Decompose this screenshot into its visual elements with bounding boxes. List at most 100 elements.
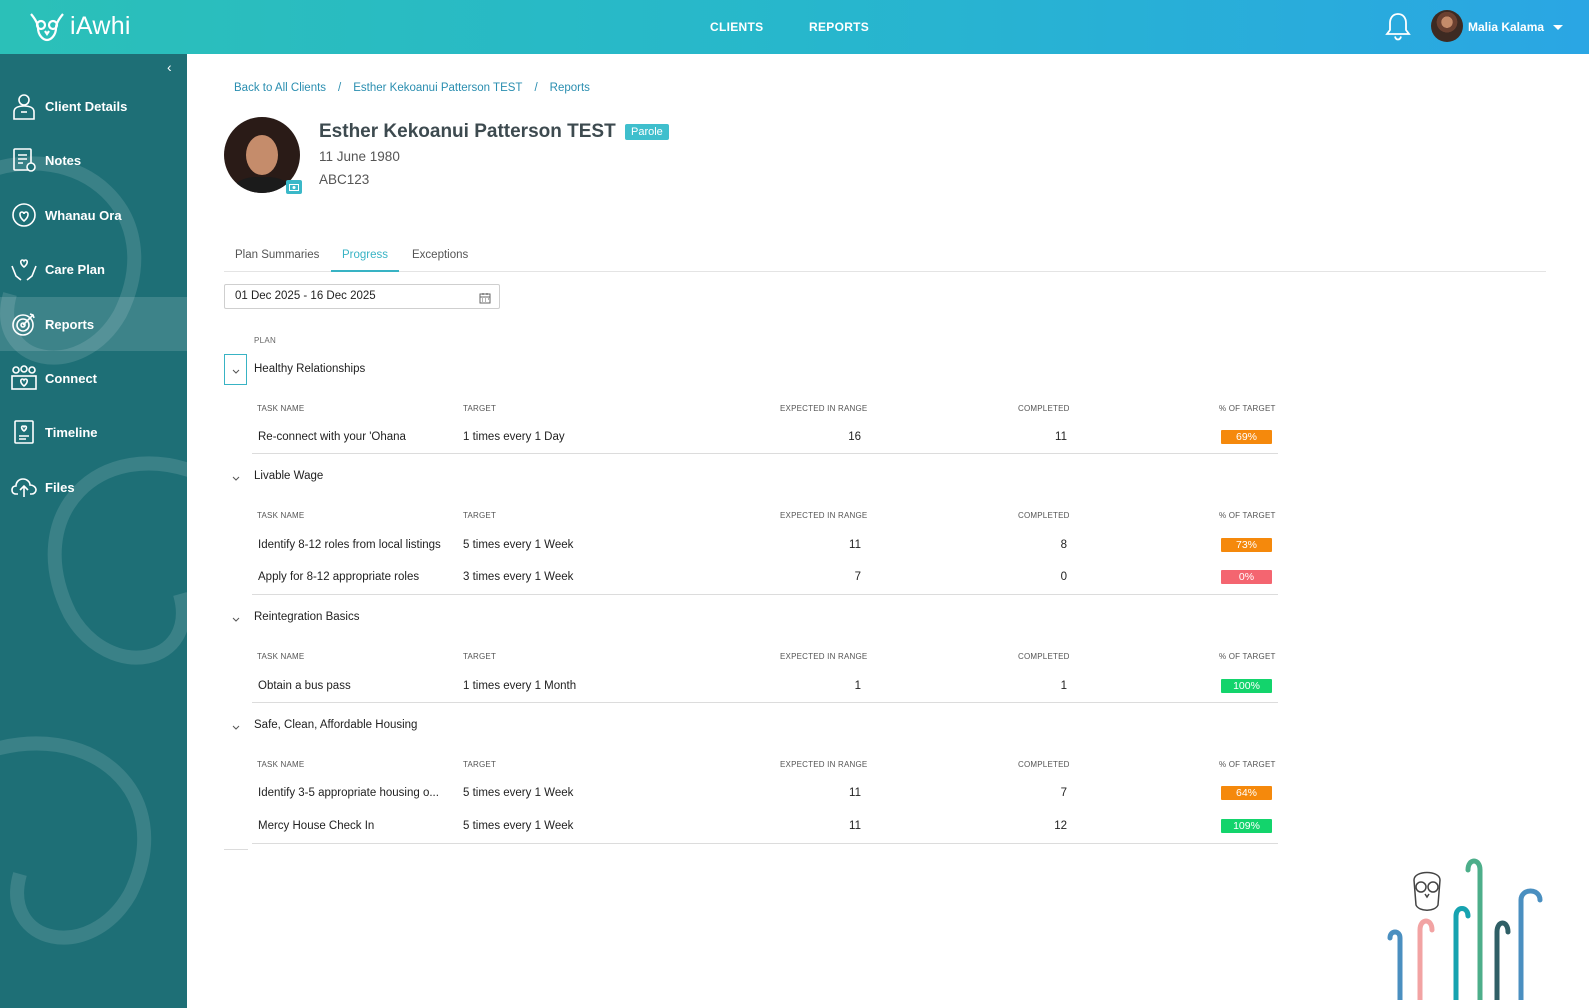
report-tabs: Plan Summaries Progress Exceptions [224,240,1546,272]
sidebar-item-label: Care Plan [45,261,105,277]
user-menu[interactable]: Malia Kalama [1468,0,1564,54]
camera-icon[interactable] [286,180,302,194]
row-divider [224,849,248,850]
collapse-sidebar-icon[interactable]: ‹ [167,59,172,75]
notifications-bell-icon[interactable] [1385,11,1411,46]
sidebar-item-label: Reports [45,316,95,332]
notes-icon [10,146,38,174]
sidebar-item-label: Whanau Ora [45,207,122,223]
care-plan-icon [10,255,38,283]
app-logo[interactable]: iAwhi [28,10,131,42]
breadcrumb-separator: / [338,82,342,94]
task-expected: 11 [849,539,861,551]
plan-expand-toggle[interactable] [224,461,247,492]
col-header-pct: % OF TARGET [1219,404,1276,413]
task-expected: 1 [854,680,861,692]
pct-of-target-badge: 73% [1221,538,1272,552]
col-header-target: TARGET [463,652,497,661]
pct-of-target-badge: 0% [1221,570,1272,584]
top-bar: iAwhi CLIENTS REPORTS Malia Kalama [0,0,1589,54]
row-divider [252,843,1278,844]
sidebar-item-reports[interactable]: Reports [0,297,187,351]
breadcrumb-back-to-all-clients[interactable]: Back to All Clients [234,82,327,94]
sidebar-item-connect[interactable]: Connect [0,351,187,405]
tab-plan-summaries[interactable]: Plan Summaries [235,249,320,261]
task-expected: 11 [849,820,861,832]
sidebar-item-label: Client Details [45,98,128,114]
plan-name: Reintegration Basics [254,611,360,623]
plan-expand-toggle[interactable] [224,354,247,385]
task-name: Re-connect with your 'Ohana [258,431,406,443]
user-avatar[interactable] [1431,10,1463,42]
tab-progress[interactable]: Progress [331,240,400,272]
client-name: Esther Kekoanui Patterson TEST [319,121,616,142]
nav-clients[interactable]: CLIENTS [710,20,764,34]
chevron-down-icon [232,609,240,627]
row-divider [252,702,1278,703]
date-range-picker[interactable]: 01 Dec 2025 - 16 Dec 2025 [224,284,500,309]
col-header-completed: COMPLETED [1018,760,1070,769]
sidebar: ‹ Client Details Notes Whanau Ora [0,54,187,1008]
nav-reports[interactable]: REPORTS [809,20,870,34]
task-expected: 11 [849,787,861,799]
plan-name: Safe, Clean, Affordable Housing [254,719,418,731]
task-name: Apply for 8-12 appropriate roles [258,571,420,583]
col-header-expected: EXPECTED IN RANGE [780,511,868,520]
col-header-completed: COMPLETED [1018,652,1070,661]
chevron-down-icon [232,361,240,379]
pct-of-target-badge: 100% [1221,679,1272,693]
pct-of-target-badge: 64% [1221,786,1272,800]
plan-expand-toggle[interactable] [224,602,247,633]
user-name: Malia Kalama [1468,20,1545,34]
sidebar-item-label: Connect [45,370,97,386]
koru-owl-illustration [1387,858,1543,1000]
sidebar-item-files[interactable]: Files [0,460,187,514]
files-icon [10,473,38,501]
task-name: Identify 8-12 roles from local listings [258,539,441,551]
task-completed: 11 [1055,431,1067,443]
sidebar-item-label: Files [45,479,75,495]
task-target: 1 times every 1 Month [463,680,577,692]
task-name: Mercy House Check In [258,820,375,832]
col-header-task-name: TASK NAME [257,404,305,413]
sidebar-item-whanau-ora[interactable]: Whanau Ora [0,188,187,242]
col-header-pct: % OF TARGET [1219,760,1276,769]
task-completed: 1 [1060,680,1067,692]
client-dob: 11 June 1980 [319,149,400,164]
reports-icon [10,310,38,338]
task-target: 5 times every 1 Week [463,820,574,832]
plan-name: Healthy Relationships [254,363,366,375]
task-name: Identify 3-5 appropriate housing o... [258,787,439,799]
col-header-target: TARGET [463,760,497,769]
chevron-down-icon [1553,24,1564,30]
col-header-expected: EXPECTED IN RANGE [780,652,868,661]
connect-icon [10,364,38,392]
sidebar-item-notes[interactable]: Notes [0,133,187,187]
task-target: 1 times every 1 Day [463,431,565,443]
task-target: 5 times every 1 Week [463,539,574,551]
owl-logo-icon [30,13,64,42]
calendar-icon[interactable] [479,290,491,313]
task-expected: 7 [854,571,861,583]
plan-expand-toggle[interactable] [224,710,247,741]
sidebar-item-timeline[interactable]: Timeline [0,405,187,459]
sidebar-item-label: Timeline [45,424,98,440]
pct-of-target-badge: 69% [1221,430,1272,444]
koru-pattern-decoration [0,156,187,945]
breadcrumb-reports[interactable]: Reports [549,82,590,94]
col-header-target: TARGET [463,511,497,520]
timeline-icon [10,418,38,446]
task-name: Obtain a bus pass [258,680,351,692]
tab-exceptions[interactable]: Exceptions [412,249,469,261]
col-header-task-name: TASK NAME [257,652,305,661]
col-header-completed: COMPLETED [1018,404,1070,413]
breadcrumb-separator: / [534,82,538,94]
task-completed: 8 [1060,539,1067,551]
breadcrumb-client[interactable]: Esther Kekoanui Patterson TEST [353,82,523,94]
task-target: 3 times every 1 Week [463,571,574,583]
date-range-value: 01 Dec 2025 - 16 Dec 2025 [235,290,376,302]
col-header-pct: % OF TARGET [1219,511,1276,520]
sidebar-item-care-plan[interactable]: Care Plan [0,242,187,296]
plan-column-header: PLAN [254,336,277,345]
sidebar-item-client-details[interactable]: Client Details [0,79,187,133]
